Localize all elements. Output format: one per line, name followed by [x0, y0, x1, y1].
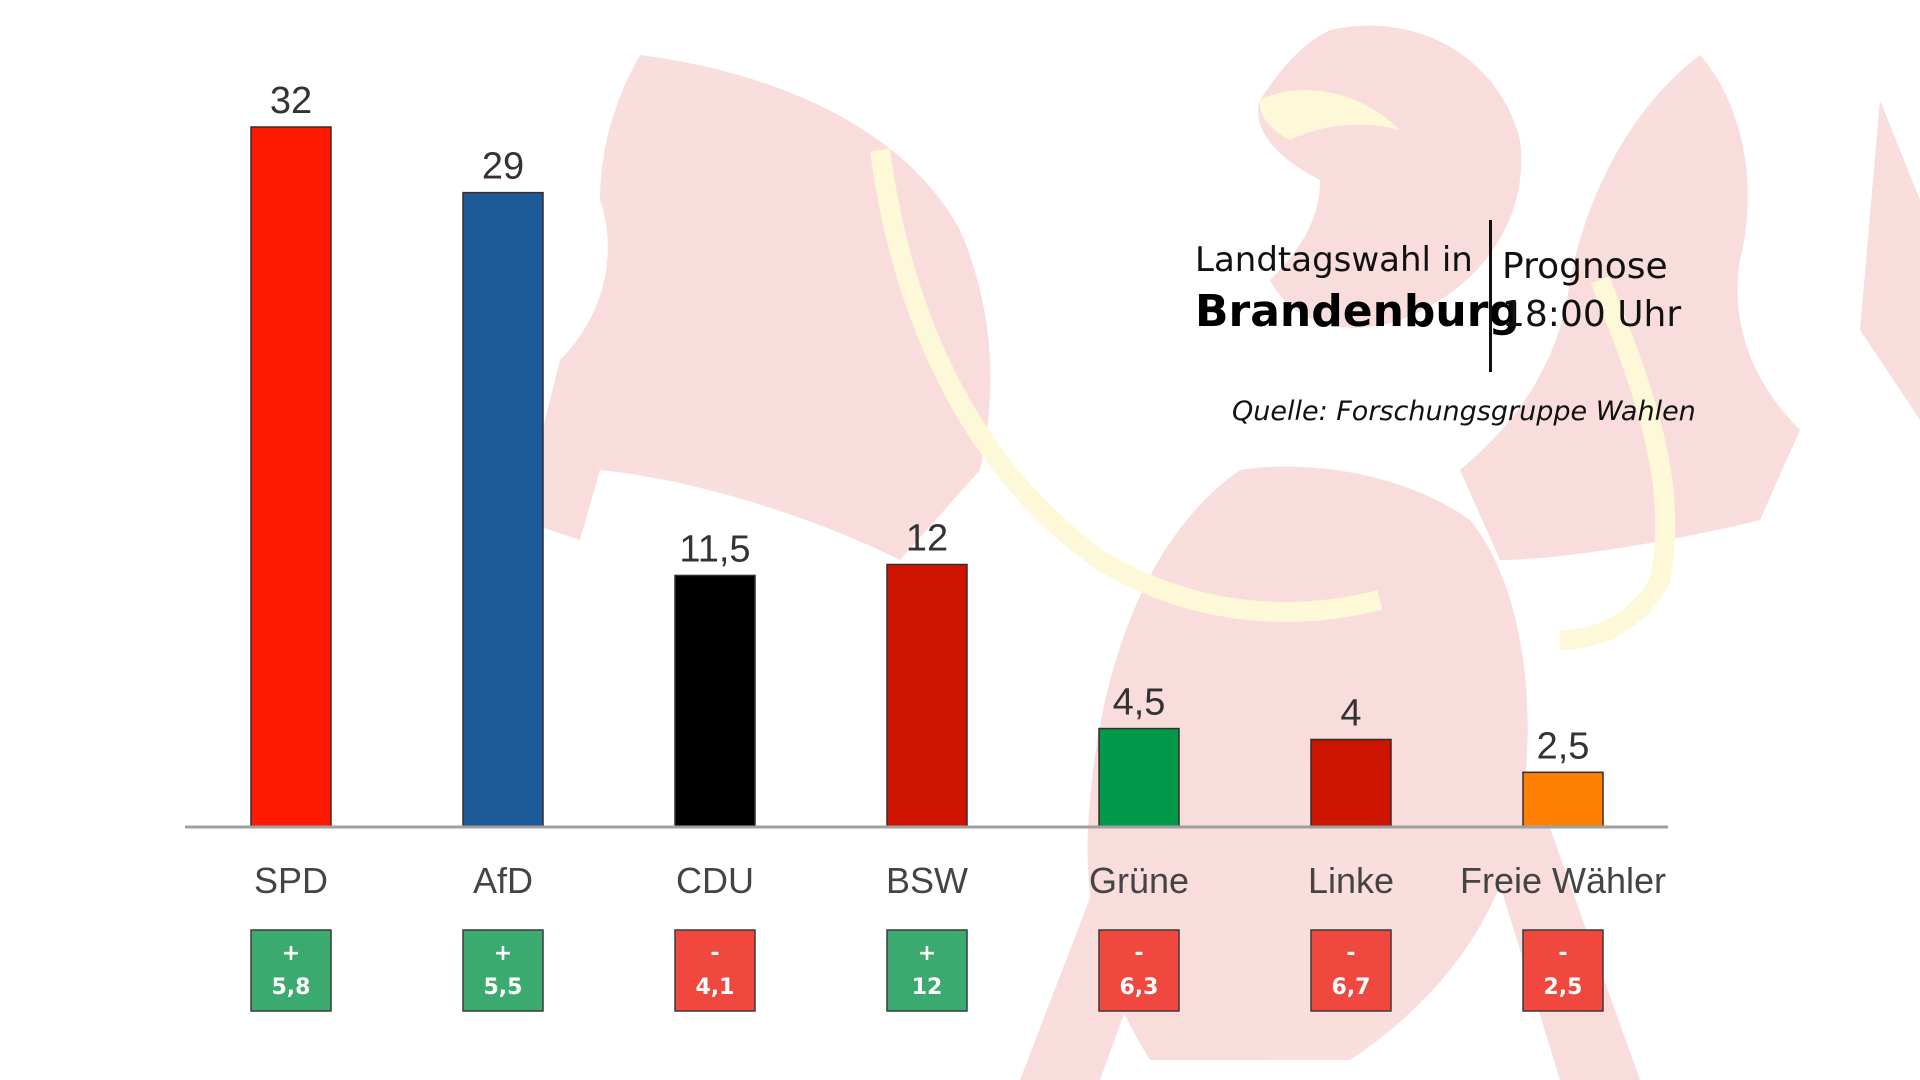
change-sign: + — [918, 941, 936, 966]
category-label: BSW — [886, 860, 968, 901]
bar-value-label: 4,5 — [1113, 682, 1166, 724]
eagle-beak — [1259, 90, 1400, 140]
header-prognose-label: Prognose — [1502, 246, 1668, 287]
change-sign: - — [710, 941, 719, 966]
eagle-right-wing — [1460, 55, 1800, 560]
eagle-head — [1258, 25, 1522, 328]
change-badge — [674, 929, 756, 1012]
header-divider — [1489, 220, 1492, 372]
change-value: 5,8 — [272, 975, 311, 1000]
header-time-label: 18:00 Uhr — [1502, 294, 1682, 335]
change-badge — [1522, 929, 1604, 1012]
category-label: Linke — [1308, 860, 1394, 901]
change-badge — [1098, 929, 1180, 1012]
change-sign: + — [494, 941, 512, 966]
change-badge — [250, 929, 332, 1012]
bar-grüne — [1098, 727, 1180, 828]
bar-value-label: 29 — [482, 146, 524, 188]
change-badge — [886, 929, 968, 1012]
change-sign: - — [1134, 941, 1143, 966]
category-label: CDU — [676, 860, 754, 901]
bar-value-label: 32 — [270, 80, 312, 122]
bar-linke — [1310, 738, 1392, 828]
change-sign: + — [282, 941, 300, 966]
category-label: AfD — [473, 860, 533, 901]
change-badge — [1310, 929, 1392, 1012]
category-label: Freie Wähler — [1460, 860, 1666, 901]
eagle-right-edge — [1860, 100, 1920, 420]
change-sign: - — [1346, 941, 1355, 966]
change-value: 4,1 — [696, 975, 735, 1000]
bar-freie-wähler — [1522, 771, 1604, 828]
bar-value-label: 11,5 — [679, 528, 750, 570]
bar-bsw — [886, 563, 968, 828]
eagle-right-arc — [1559, 276, 1676, 650]
change-value: 12 — [912, 975, 943, 1000]
bar-afd — [462, 191, 544, 828]
eagle-body — [1087, 466, 1528, 1060]
bar-value-label: 12 — [906, 518, 948, 560]
category-label: SPD — [254, 860, 328, 901]
bar-cdu — [674, 574, 756, 828]
change-badge — [462, 929, 544, 1012]
header-block: Landtagswahl in Brandenburg Prognose 18:… — [1190, 220, 1710, 380]
eagle-left-arc — [870, 148, 1383, 622]
eagle-left-wing — [560, 55, 991, 560]
bar-value-label: 4 — [1340, 693, 1361, 735]
bar-value-label: 2,5 — [1537, 725, 1590, 767]
source-note: Quelle: Forschungsgruppe Wahlen — [1232, 396, 1696, 427]
change-value: 5,5 — [484, 975, 523, 1000]
change-sign: - — [1558, 941, 1567, 966]
header-state-name: Brandenburg — [1195, 286, 1520, 337]
change-value: 2,5 — [1544, 975, 1583, 1000]
header-line1: Landtagswahl in — [1195, 240, 1473, 280]
change-value: 6,7 — [1332, 975, 1371, 1000]
bar-spd — [250, 126, 332, 828]
category-label: Grüne — [1089, 860, 1189, 901]
change-value: 6,3 — [1120, 975, 1159, 1000]
